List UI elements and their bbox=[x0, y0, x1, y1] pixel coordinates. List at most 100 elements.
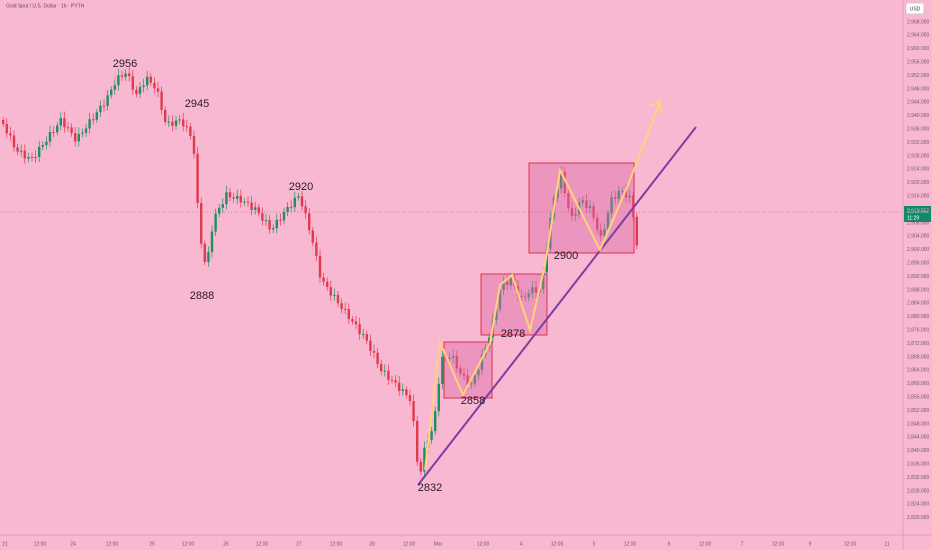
candle-body bbox=[527, 293, 530, 298]
price-tick-label: 2,832.000 bbox=[907, 475, 929, 481]
candle-body bbox=[120, 75, 124, 77]
time-tick-label: 28 bbox=[369, 541, 375, 547]
candle-body bbox=[372, 350, 376, 353]
candle-body bbox=[254, 207, 257, 210]
candle-body bbox=[495, 309, 498, 320]
time-tick-label: 12:00 bbox=[772, 541, 785, 547]
candle-body bbox=[9, 133, 12, 136]
candle-body bbox=[221, 204, 224, 208]
price-annotation: 2956 bbox=[113, 58, 137, 70]
price-tick-label: 2,900.000 bbox=[907, 247, 929, 253]
candle-body bbox=[70, 127, 73, 134]
candle-body bbox=[383, 370, 386, 372]
candle-body bbox=[88, 119, 91, 129]
candle-body bbox=[376, 352, 379, 365]
candle-body bbox=[92, 119, 95, 121]
time-tick-label: 12:00 bbox=[106, 541, 119, 547]
candle-body bbox=[610, 197, 613, 213]
candle-body bbox=[401, 389, 404, 391]
candle-body bbox=[448, 357, 451, 359]
candle-body bbox=[2, 120, 5, 124]
price-tick-label: 2,932.000 bbox=[907, 140, 929, 146]
candle-body bbox=[156, 88, 160, 92]
currency-box[interactable] bbox=[905, 2, 925, 15]
candle-body bbox=[462, 373, 466, 376]
candle-body bbox=[23, 150, 26, 159]
candle-body bbox=[502, 281, 505, 291]
candle-body bbox=[16, 147, 19, 152]
price-tick-label: 2,892.000 bbox=[907, 274, 929, 280]
candle-body bbox=[358, 324, 361, 335]
price-tick-label: 2,908.000 bbox=[907, 220, 929, 226]
candle-body bbox=[192, 135, 196, 154]
candle-body bbox=[56, 125, 59, 133]
candle-body bbox=[52, 131, 55, 133]
time-tick-label: 25 bbox=[149, 541, 155, 547]
candle-body bbox=[200, 203, 203, 244]
candle-body bbox=[354, 321, 358, 325]
candle-body bbox=[236, 195, 239, 199]
price-tick-label: 2,860.000 bbox=[907, 381, 929, 387]
candle-body bbox=[81, 132, 84, 134]
candle-body bbox=[542, 272, 545, 290]
candle-body bbox=[138, 86, 142, 94]
price-tick-label: 2,968.000 bbox=[907, 19, 929, 25]
time-tick-label: 5 bbox=[593, 541, 596, 547]
candle-body bbox=[452, 356, 455, 358]
candle-body bbox=[329, 286, 332, 296]
candle-body bbox=[336, 294, 340, 304]
candle-body bbox=[423, 447, 426, 472]
candle-body bbox=[560, 172, 563, 189]
candle-body bbox=[347, 309, 350, 320]
candle-body bbox=[286, 206, 289, 212]
price-tick-label: 2,924.000 bbox=[907, 167, 929, 173]
price-annotation: 2858 bbox=[461, 395, 485, 407]
price-tick-label: 2,904.000 bbox=[907, 234, 929, 240]
price-tick-label: 2,964.000 bbox=[907, 33, 929, 39]
candle-body bbox=[322, 277, 325, 282]
candle-body bbox=[160, 91, 163, 110]
candle-body bbox=[142, 85, 145, 87]
candle-body bbox=[480, 354, 484, 370]
candle-body bbox=[106, 95, 109, 106]
candle-body bbox=[12, 135, 16, 148]
price-tick-label: 2,916.000 bbox=[907, 194, 929, 200]
candle-body bbox=[362, 334, 365, 336]
candle-body bbox=[567, 193, 570, 208]
last-price-box bbox=[904, 206, 931, 222]
candle-body bbox=[412, 401, 415, 422]
candle-body bbox=[466, 375, 469, 385]
candle-body bbox=[596, 217, 599, 230]
projection-path bbox=[424, 101, 661, 471]
candle-body bbox=[408, 395, 412, 402]
time-tick-label: 6 bbox=[668, 541, 671, 547]
price-tick-label: 2,848.000 bbox=[907, 421, 929, 427]
time-tick-label: 12:00 bbox=[624, 541, 637, 547]
currency: USD bbox=[910, 6, 921, 12]
candle-body bbox=[531, 287, 534, 294]
time-tick-label: 12:00 bbox=[34, 541, 47, 547]
price-tick-label: 2,888.000 bbox=[907, 287, 929, 293]
candle-body bbox=[344, 308, 347, 310]
candle-body bbox=[189, 126, 192, 136]
candle-body bbox=[459, 368, 462, 374]
time-tick-label: 9 bbox=[809, 541, 812, 547]
candle-body bbox=[131, 76, 134, 90]
time-tick-label: 7 bbox=[741, 541, 744, 547]
candle-body bbox=[570, 207, 574, 216]
candle-body bbox=[174, 120, 178, 126]
price-tick-label: 2,920.000 bbox=[907, 180, 929, 186]
candle-body bbox=[110, 89, 113, 96]
candle-body bbox=[48, 131, 52, 142]
candle-body bbox=[606, 212, 610, 230]
time-tick-label: 12:00 bbox=[844, 541, 857, 547]
price-tick-label: 2,864.000 bbox=[907, 368, 929, 374]
candle-body bbox=[430, 431, 433, 441]
candle-body bbox=[506, 281, 509, 285]
candle-body bbox=[588, 206, 592, 209]
candle-body bbox=[117, 75, 120, 86]
price-tick-label: 2,840.000 bbox=[907, 448, 929, 454]
time-tick-label: 21 bbox=[2, 541, 8, 547]
candle-body bbox=[164, 109, 167, 122]
candle-body bbox=[340, 303, 343, 309]
